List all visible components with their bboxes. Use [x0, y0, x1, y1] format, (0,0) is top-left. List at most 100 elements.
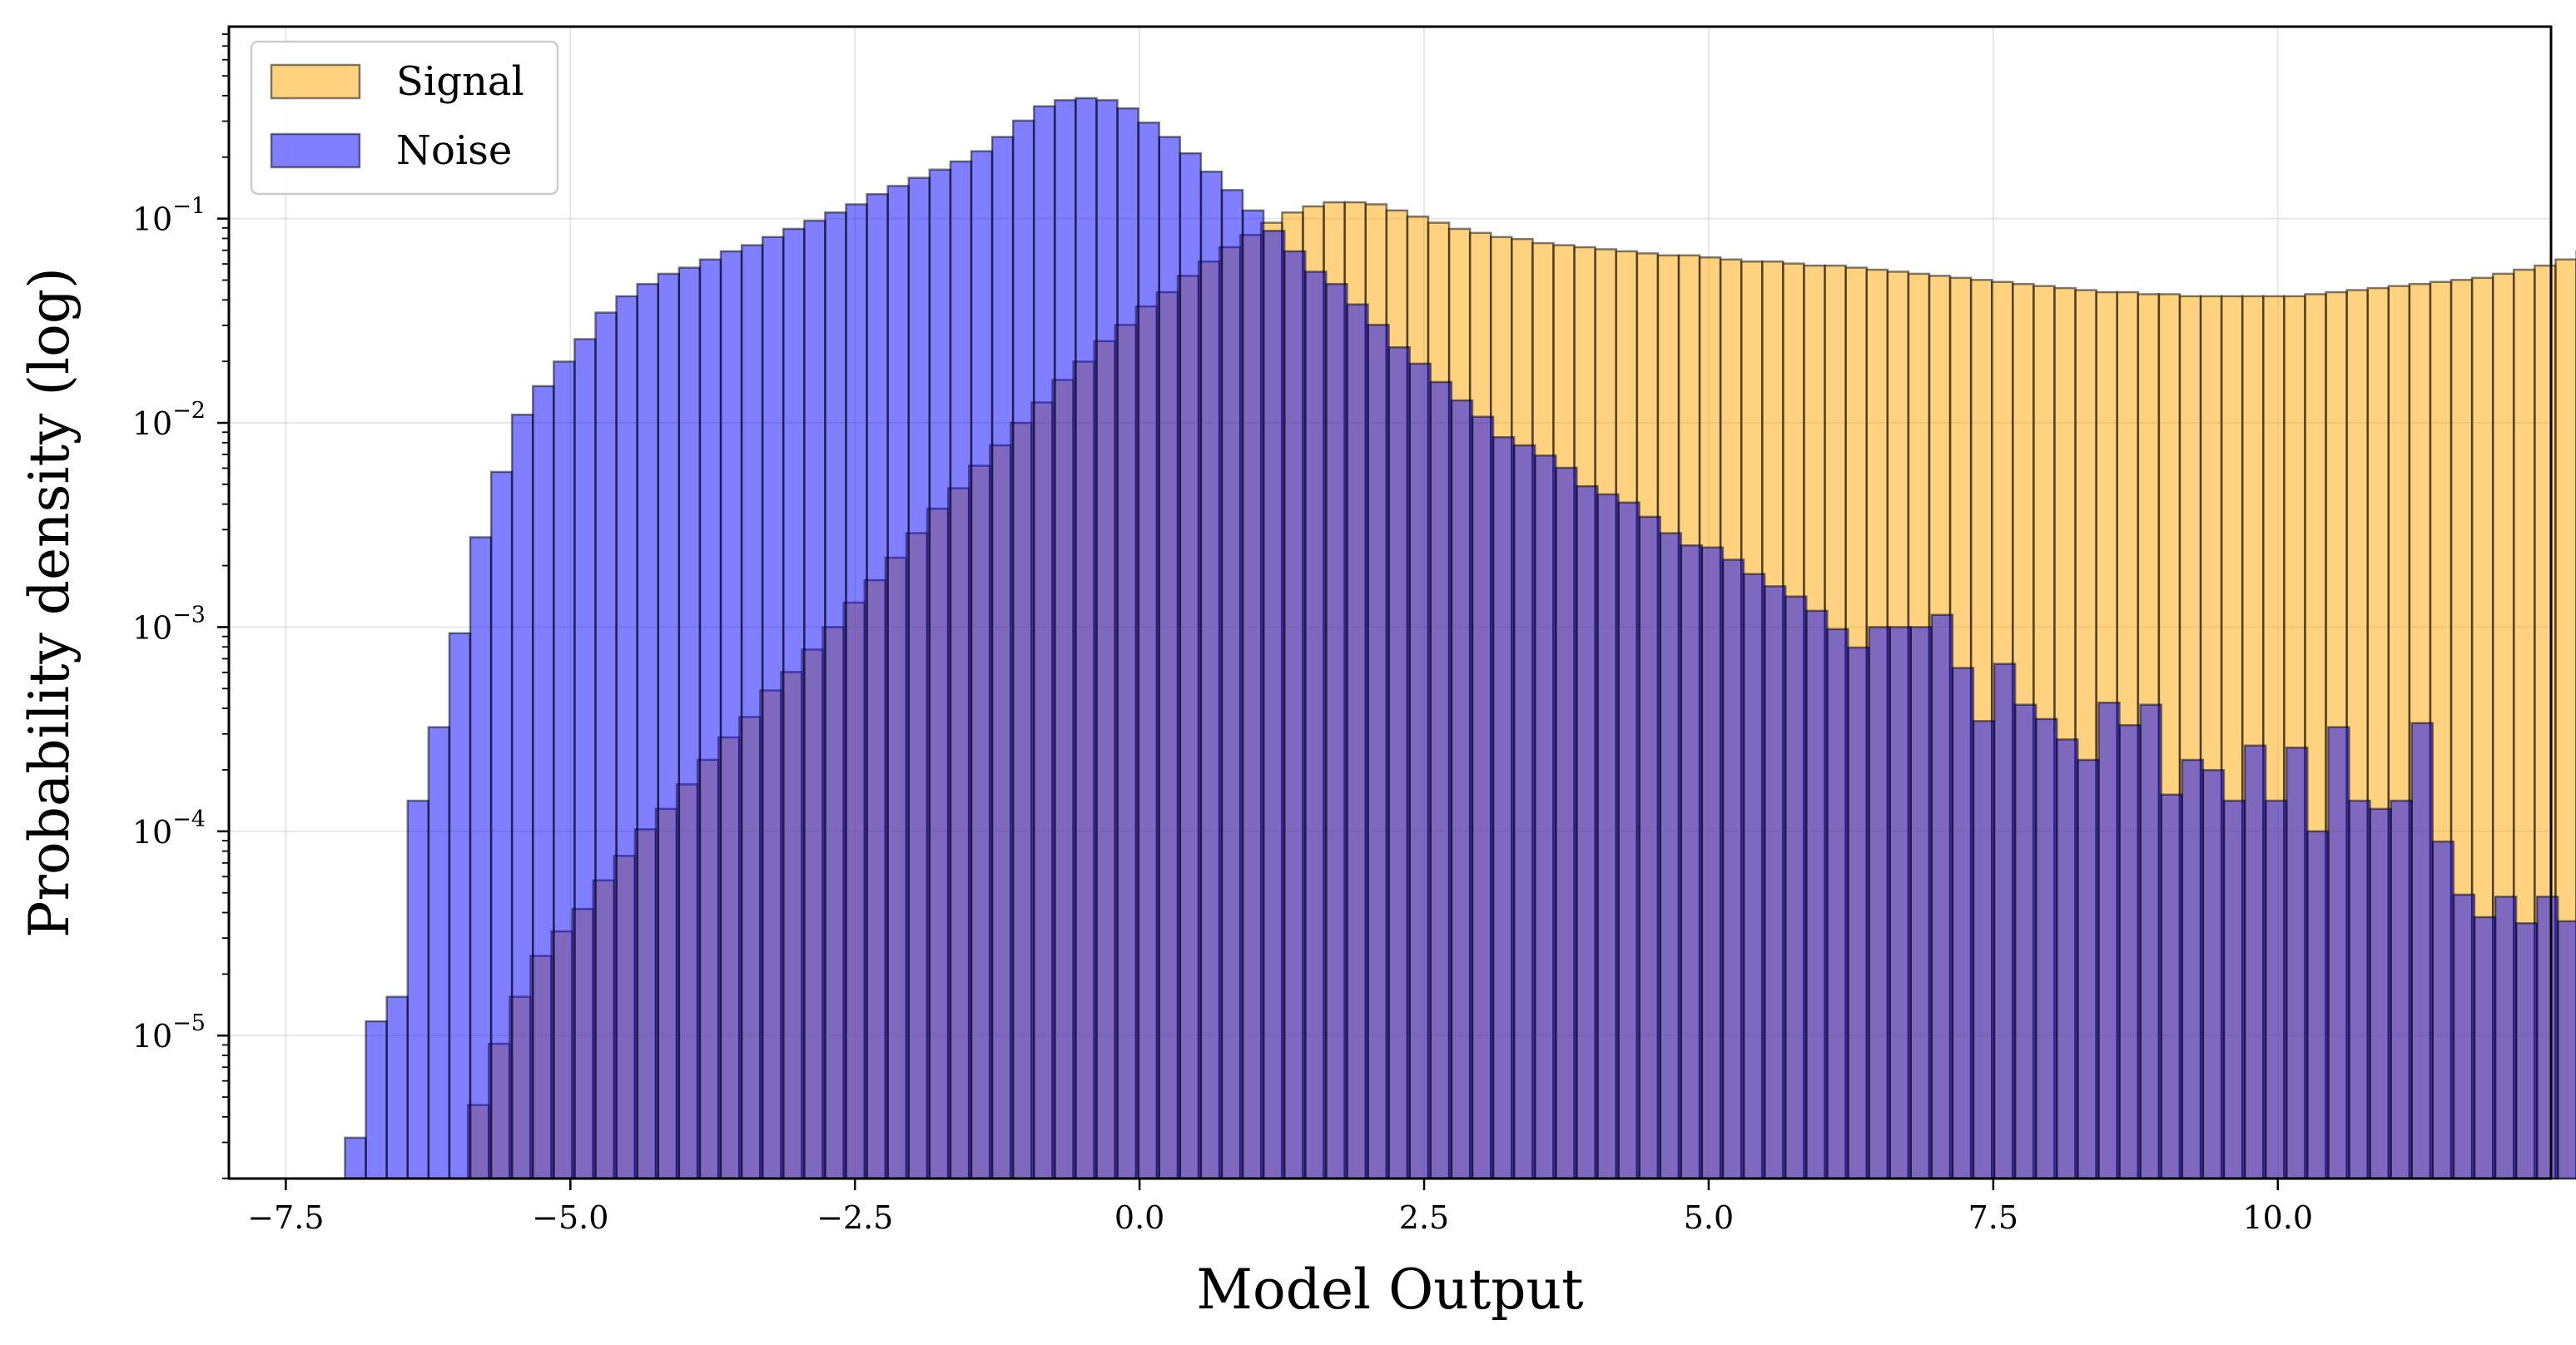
bar-noise — [803, 219, 826, 1180]
bar-noise — [1889, 626, 1912, 1180]
bar-noise — [469, 536, 493, 1180]
legend-label-signal: Signal — [396, 58, 524, 105]
bars — [344, 97, 2576, 1180]
bar-noise — [990, 136, 1015, 1180]
bar-noise — [907, 176, 931, 1180]
bar-noise — [636, 282, 659, 1180]
bar-noise — [1262, 230, 1286, 1180]
bar-noise — [1158, 136, 1182, 1180]
bar-noise — [1763, 585, 1787, 1180]
bar-noise — [1659, 532, 1683, 1180]
bar-noise — [2013, 703, 2037, 1180]
bar-noise — [2557, 920, 2576, 1180]
bar-noise — [344, 1136, 367, 1180]
bar-noise — [2139, 703, 2162, 1180]
bar-noise — [2306, 830, 2330, 1180]
bar-noise — [2390, 799, 2413, 1180]
y-tick-label: 10−2 — [132, 398, 206, 442]
bar-noise — [1387, 346, 1411, 1180]
x-axis-title: Model Output — [1196, 1258, 1583, 1322]
bar-noise — [2201, 768, 2226, 1180]
bar-noise — [2056, 738, 2079, 1180]
y-tick-label: 10−3 — [132, 602, 206, 646]
bar-noise — [2077, 758, 2100, 1180]
legend-label-noise: Noise — [396, 127, 512, 174]
bar-noise — [448, 632, 472, 1180]
bar-noise — [698, 258, 722, 1180]
bar-noise — [427, 726, 451, 1180]
legend-swatch-noise — [270, 132, 361, 169]
bar-noise — [824, 211, 847, 1180]
bar-noise — [1972, 720, 1996, 1180]
bar-noise — [2369, 807, 2392, 1180]
legend: Signal Noise — [250, 40, 559, 196]
bar-noise — [1868, 626, 1891, 1180]
bar-noise — [845, 203, 868, 1180]
bar-noise — [2264, 799, 2288, 1180]
bar-noise — [1909, 626, 1933, 1180]
bar-noise — [1283, 250, 1307, 1180]
bar-noise — [2327, 726, 2350, 1180]
bar-noise — [1930, 613, 1954, 1180]
y-axis-title: Probability density (log) — [17, 267, 82, 938]
bar-noise — [615, 295, 638, 1180]
bar-noise — [1638, 515, 1661, 1180]
bar-noise — [1951, 667, 1975, 1180]
bar-noise — [1116, 107, 1139, 1180]
bar-noise — [1784, 595, 1808, 1180]
bar-noise — [2222, 799, 2246, 1180]
x-tick-label: 5.0 — [1684, 1199, 1734, 1236]
bar-noise — [1471, 415, 1495, 1180]
bar-noise — [1179, 151, 1203, 1180]
bar-noise — [510, 413, 534, 1180]
bar-noise — [1032, 105, 1056, 1180]
axis-ticks: −7.5 −5.0 −2.5 0.0 2.5 5.0 7.5 10.0 10−1 10−2 10−3… — [132, 33, 2313, 1236]
bar-noise — [1993, 663, 2017, 1180]
y-tick-label: 10−1 — [132, 194, 206, 238]
bar-noise — [2494, 896, 2518, 1180]
bar-noise — [1137, 122, 1160, 1180]
bar-noise — [719, 250, 743, 1180]
bar-noise — [2181, 758, 2205, 1180]
bar-noise — [1491, 435, 1516, 1180]
bar-noise — [1241, 209, 1265, 1180]
y-tick-label: 10−4 — [132, 807, 206, 851]
bar-noise — [866, 192, 889, 1180]
bar-noise — [1095, 99, 1119, 1180]
bar-noise — [1847, 646, 1870, 1180]
bar-noise — [1805, 609, 1829, 1180]
x-tick-label: 0.0 — [1114, 1199, 1164, 1236]
bar-noise — [1721, 558, 1745, 1180]
bar-noise — [489, 470, 514, 1180]
bar-noise — [2348, 799, 2371, 1180]
bar-noise — [1346, 303, 1369, 1180]
bar-noise — [1450, 399, 1474, 1180]
bar-noise — [1220, 189, 1244, 1180]
plot-frame — [227, 25, 2553, 1180]
bar-noise — [928, 168, 952, 1180]
bar-noise — [1533, 454, 1557, 1180]
bar-noise — [1680, 544, 1704, 1180]
bar-noise — [970, 150, 994, 1180]
x-tick-label: −2.5 — [816, 1199, 893, 1236]
x-tick-label: 7.5 — [1968, 1199, 2018, 1236]
bar-noise — [531, 385, 555, 1180]
bar-noise — [1555, 466, 1578, 1180]
bar-noise — [1596, 493, 1620, 1180]
bar-noise — [1304, 270, 1328, 1180]
y-tick-label: 10−5 — [132, 1010, 206, 1055]
x-tick-label: 2.5 — [1399, 1199, 1449, 1236]
bar-noise — [2410, 722, 2435, 1180]
bar-noise — [2118, 723, 2142, 1180]
x-tick-label: −7.5 — [247, 1199, 324, 1236]
bar-noise — [365, 1020, 388, 1180]
bar-noise — [1408, 362, 1432, 1180]
bar-noise — [1617, 501, 1640, 1180]
x-tick-label: −5.0 — [532, 1199, 608, 1236]
bar-noise — [573, 338, 597, 1180]
bar-noise — [761, 236, 785, 1180]
legend-swatch-signal — [270, 63, 361, 100]
bar-noise — [2097, 701, 2121, 1180]
bar-noise — [2514, 922, 2539, 1180]
